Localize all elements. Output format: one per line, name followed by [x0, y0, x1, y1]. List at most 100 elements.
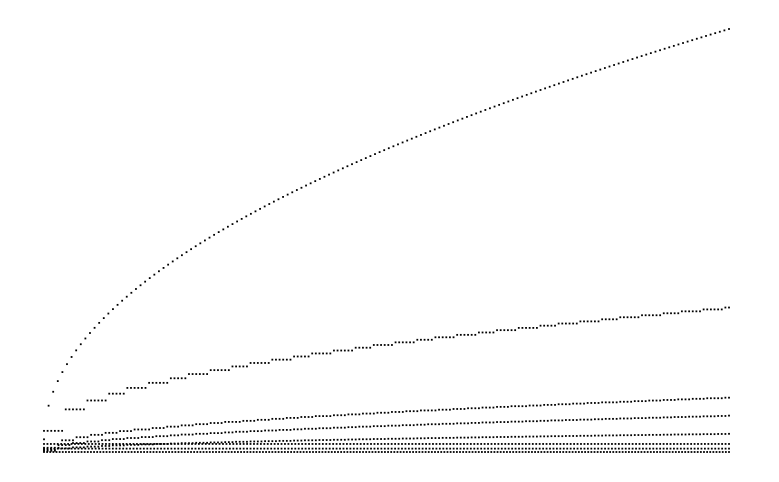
data-point [634, 451, 637, 453]
data-point [531, 443, 534, 445]
data-point [304, 416, 306, 418]
data-point [628, 447, 631, 450]
data-point [557, 403, 560, 406]
data-point [637, 316, 640, 319]
data-point [64, 444, 67, 446]
data-point [539, 404, 542, 407]
data-point [496, 329, 498, 332]
data-point [296, 451, 299, 453]
data-point [191, 433, 194, 436]
data-point [365, 451, 368, 453]
series-2 [43, 306, 730, 432]
data-point [358, 346, 361, 349]
data-point [336, 349, 339, 352]
data-point [209, 422, 212, 424]
data-point [577, 451, 580, 453]
data-point [268, 203, 271, 205]
data-point [407, 447, 410, 450]
data-point [637, 451, 640, 453]
data-point [195, 432, 198, 435]
data-point [724, 306, 727, 309]
data-point [253, 430, 256, 433]
data-point [155, 381, 158, 384]
data-point [594, 320, 596, 323]
data-point [554, 435, 556, 438]
data-point [266, 443, 269, 445]
data-point [328, 173, 330, 176]
data-point [305, 184, 307, 187]
data-point [168, 451, 171, 453]
data-point [43, 449, 45, 452]
data-point [466, 447, 469, 450]
data-point [183, 451, 186, 453]
data-point [546, 435, 549, 438]
data-point [77, 443, 80, 445]
data-point [720, 433, 723, 435]
data-point [644, 417, 647, 420]
data-point [240, 217, 243, 220]
data-point [370, 447, 372, 450]
data-point [487, 451, 490, 453]
data-point [641, 314, 643, 317]
data-point [586, 434, 589, 437]
data-point [102, 317, 105, 320]
data-point [289, 439, 292, 442]
data-point [561, 403, 564, 406]
data-point [56, 447, 59, 450]
data-point [68, 444, 71, 446]
data-point [714, 443, 717, 445]
data-point [322, 352, 324, 355]
data-point [259, 443, 262, 445]
data-point [576, 443, 579, 445]
data-point [270, 447, 273, 450]
data-point [626, 59, 629, 62]
data-point [583, 418, 585, 421]
data-point [424, 132, 427, 134]
data-point [514, 329, 517, 332]
data-point [195, 441, 198, 444]
data-point [387, 447, 390, 450]
data-point [680, 433, 683, 436]
data-point [507, 329, 509, 332]
data-point [249, 451, 252, 453]
data-point [336, 414, 339, 417]
data-point [544, 87, 547, 90]
data-point [70, 356, 73, 358]
data-point [383, 425, 386, 428]
data-point [674, 451, 677, 453]
data-point [576, 76, 579, 79]
data-point [415, 135, 418, 138]
data-point [130, 437, 132, 439]
data-point [104, 399, 107, 402]
data-point [227, 421, 230, 423]
data-point [228, 443, 231, 445]
data-point [443, 451, 446, 453]
data-point [227, 441, 230, 443]
data-point [435, 447, 438, 450]
data-point [111, 447, 114, 450]
data-point [438, 336, 440, 339]
data-point [354, 413, 357, 416]
data-point [680, 310, 683, 313]
data-point [467, 407, 469, 410]
data-point [282, 196, 284, 198]
data-point [271, 429, 274, 432]
data-point [695, 397, 698, 400]
data-point [159, 381, 161, 384]
data-point [215, 443, 218, 445]
data-point [104, 439, 107, 442]
data-point [503, 421, 506, 423]
data-point [204, 443, 207, 445]
data-point [380, 438, 382, 440]
data-point [153, 443, 156, 445]
data-point [604, 417, 607, 420]
data-point [409, 424, 411, 427]
data-point [394, 411, 397, 413]
data-point [360, 159, 363, 161]
data-point [293, 451, 296, 453]
data-point [181, 254, 183, 257]
data-point [631, 447, 634, 450]
data-point [449, 447, 452, 450]
data-point [504, 447, 507, 450]
data-point [488, 406, 491, 409]
